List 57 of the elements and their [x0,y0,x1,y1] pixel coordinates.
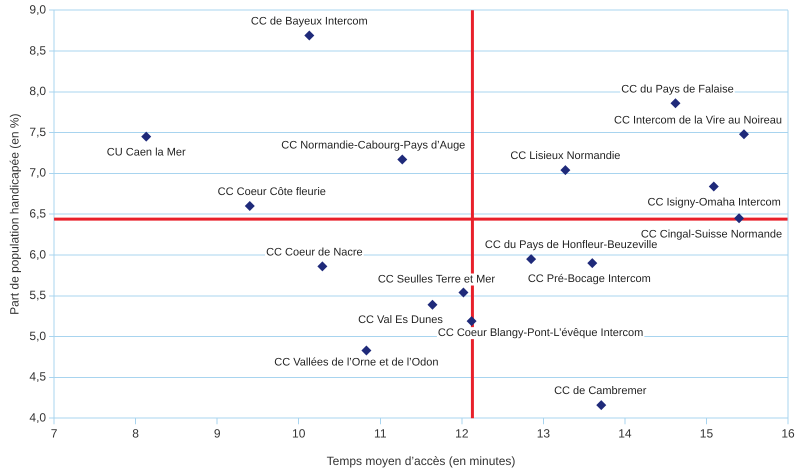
x-tick-label: 16 [781,426,795,441]
y-tick-label: 9,0 [29,2,46,17]
x-axis-title: Temps moyen d’accès (en minutes) [326,454,516,468]
y-tick-label: 4,5 [29,370,46,384]
point [596,400,606,410]
y-tick-label: 4,0 [29,410,46,425]
annotation: CU Caen la Mer [106,146,186,159]
y-tick-label: 5,0 [29,328,46,343]
x-tick-label: 8 [132,426,140,441]
point [670,98,680,108]
point [708,181,719,192]
annotation: CC Isigny-Omaha Intercom [648,196,781,208]
y-tick-label: 8,0 [29,84,46,98]
annotation: CC Intercom de la Vire au Noireau [614,114,782,126]
annotation: CC Val Es Dunes [358,314,444,326]
point [526,254,536,264]
annotation: CC Vallées de l’Orne et de l’Odon [274,356,439,369]
x-tick-label: 12 [455,426,469,441]
y-tick-label: 7,5 [29,124,46,139]
annotation: CC Cingal-Suisse Normande [640,228,782,240]
point [560,165,570,176]
y-tick-label: 8,5 [29,43,46,58]
point [397,154,408,165]
point [466,316,477,326]
annotation: CC Lisieux Normandie [510,150,620,162]
x-tick-label: 7 [50,426,58,441]
annotation: CC Coeur Blangy-Pont-L’évêque Intercom [438,327,644,340]
x-tick-label: 13 [536,426,550,441]
point [304,30,314,40]
y-tick-label: 7,0 [29,166,46,180]
annotation: CC Normandie-Cabourg-Pays d’Auge [281,140,466,152]
x-tick-label: 15 [700,426,714,441]
annotation: CC de Cambremer [554,385,647,398]
x-tick-label: 9 [214,426,221,441]
y-tick-label: 6,5 [29,206,46,221]
y-tick-label: 5,5 [29,288,46,302]
y-axis-title: Part de population handicapée (en %) [8,113,22,315]
annotation: CC Pré-Bocage Intercom [528,273,651,286]
point [738,129,749,140]
annotation: CC du Pays de Honfleur-Beuzeville [484,239,658,252]
annotation: CC Coeur de Nacre [266,246,363,258]
x-tick-label: 11 [374,426,387,441]
annotation: CC Coeur Côte fleurie [218,186,326,198]
annotation: CC de Bayeux Intercom [250,16,368,28]
point [458,288,468,298]
point [361,345,372,356]
y-tick-label: 6,0 [29,247,46,262]
point [734,213,744,224]
point [244,201,255,212]
annotation: CC du Pays de Falaise [621,83,734,96]
annotation: CC Seulles Terre et Mer [378,274,496,286]
point [587,258,598,268]
point [317,261,328,272]
point [141,132,152,142]
x-tick-label: 14 [618,426,632,441]
point [427,300,438,310]
x-tick-label: 10 [292,426,306,441]
